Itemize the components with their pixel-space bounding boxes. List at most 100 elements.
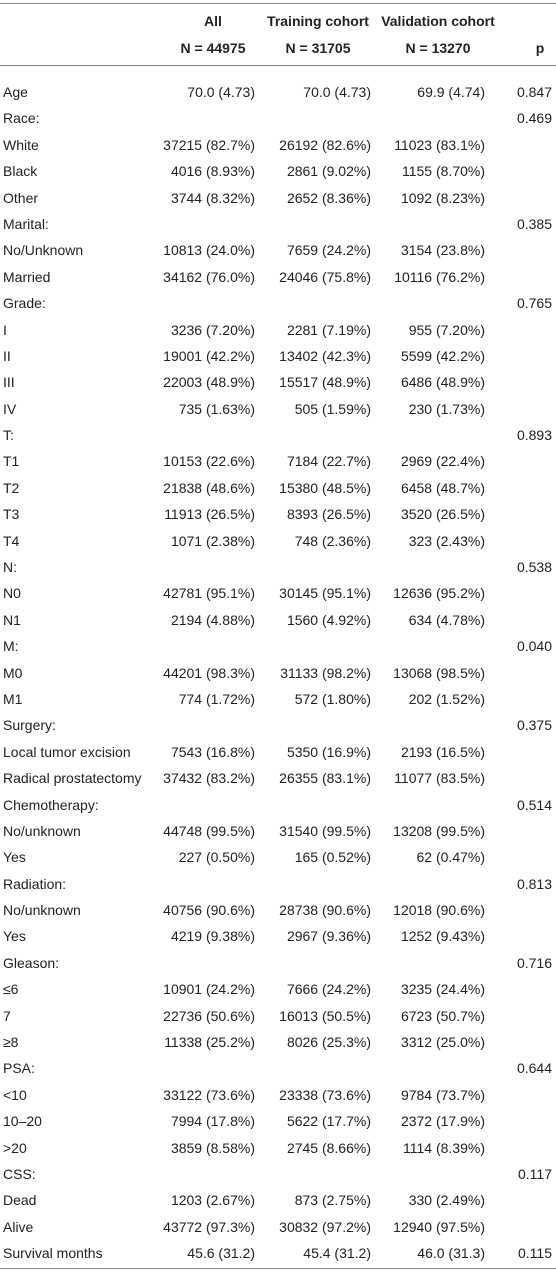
cell-training: 45.4 (31.2) (303, 1245, 371, 1262)
row-label: Chemotherapy: (3, 796, 99, 813)
cell-validation: 3520 (26.5%) (400, 506, 485, 523)
p-value: 0.040 (516, 638, 552, 655)
p-value: 0.847 (516, 84, 552, 100)
row-label: Age (3, 84, 28, 100)
cell-training: 28738 (90.6%) (279, 902, 371, 919)
row-label: M0 (3, 664, 23, 681)
p-value: 0.375 (516, 717, 552, 734)
p-value: 0.117 (518, 1165, 552, 1182)
p-value: 0.469 (516, 110, 552, 127)
cell-training: 7659 (24.2%) (286, 242, 371, 259)
cell-all: 7543 (16.8%) (170, 743, 255, 760)
row-label: PSA: (3, 1060, 35, 1077)
cell-training: 15517 (48.9%) (279, 374, 371, 391)
row-label: Radiation: (3, 875, 67, 892)
cell-all: 227 (0.50%) (178, 849, 255, 866)
row-label: Other (3, 189, 39, 206)
row-label: II (3, 347, 11, 364)
cell-training: 165 (0.52%) (294, 849, 371, 866)
cell-validation: 3312 (25.0%) (400, 1034, 485, 1051)
cell-training: 5622 (17.7%) (286, 1113, 371, 1130)
p-header: p (535, 40, 545, 56)
cell-all: 11913 (26.5%) (164, 506, 255, 523)
cell-all: 42781 (95.1%) (163, 585, 255, 602)
row-label: Yes (3, 849, 26, 866)
cell-all: 44201 (98.3%) (163, 664, 255, 681)
row-label: No/Unknown (3, 242, 84, 259)
cell-all: 19001 (42.2%) (163, 347, 255, 364)
p-value: 0.813 (516, 875, 552, 892)
cell-validation: 6723 (50.7%) (400, 1007, 485, 1024)
cell-validation: 11023 (83.1%) (394, 136, 485, 153)
row-label: III (3, 374, 15, 391)
cell-all: 34162 (76.0%) (163, 268, 255, 285)
cell-all: 40756 (90.6%) (163, 902, 255, 919)
row-label: IV (3, 400, 17, 417)
cell-training: 2861 (9.02%) (286, 163, 371, 180)
cell-validation: 62 (0.47%) (416, 849, 485, 866)
cell-validation: 3235 (24.4%) (400, 981, 485, 998)
row-label: Alive (3, 1218, 34, 1235)
cell-validation: 323 (2.43%) (408, 532, 485, 549)
cell-validation: 9784 (73.7%) (400, 1086, 485, 1103)
cell-training: 23338 (73.6%) (279, 1086, 371, 1103)
cell-validation: 1114 (8.39%) (403, 1139, 485, 1156)
cell-validation: 12940 (97.5%) (393, 1218, 485, 1235)
row-label: Marital: (3, 215, 49, 232)
row-label: Surgery: (3, 717, 56, 734)
cell-all: 10153 (22.6%) (163, 453, 255, 470)
cell-all: 33122 (73.6%) (163, 1086, 255, 1103)
row-label: 7 (3, 1007, 11, 1024)
cell-all: 1071 (2.38%) (170, 532, 255, 549)
row-label: M1 (3, 690, 23, 707)
row-label: Dead (3, 1192, 37, 1209)
row-label: N: (3, 559, 17, 576)
row-label: T: (3, 427, 14, 444)
cell-training: 7666 (24.2%) (286, 981, 371, 998)
bottom-rule (0, 1268, 556, 1269)
p-value: 0.514 (516, 796, 552, 813)
cell-training: 2967 (9.36%) (286, 928, 371, 945)
cell-training: 31540 (99.5%) (279, 822, 371, 839)
top-rule (0, 3, 556, 4)
cell-all: 45.6 (31.2) (187, 1245, 255, 1262)
row-label: I (3, 321, 7, 338)
row-label: T3 (3, 506, 20, 523)
column-count: N = 13270 (405, 40, 471, 56)
cell-validation: 955 (7.20%) (408, 321, 485, 338)
cell-training: 1560 (4.92%) (286, 611, 371, 628)
row-label: Yes (3, 928, 26, 945)
cell-training: 8393 (26.5%) (286, 506, 371, 523)
cell-training: 70.0 (4.73) (303, 84, 371, 100)
cell-all: 70.0 (4.73) (187, 84, 255, 100)
p-value: 0.115 (518, 1245, 552, 1262)
row-label: N0 (3, 585, 21, 602)
cell-all: 3859 (8.58%) (170, 1139, 255, 1156)
cell-validation: 12018 (90.6%) (393, 902, 485, 919)
cell-all: 1203 (2.67%) (170, 1192, 255, 1209)
cell-validation: 230 (1.73%) (408, 400, 485, 417)
cell-training: 24046 (75.8%) (279, 268, 371, 285)
cell-training: 2745 (8.66%) (286, 1139, 371, 1156)
cell-training: 26355 (83.1%) (279, 770, 371, 787)
cell-all: 21838 (48.6%) (163, 479, 255, 496)
cell-training: 30145 (95.1%) (279, 585, 371, 602)
cell-training: 26192 (82.6%) (279, 136, 371, 153)
cell-all: 2194 (4.88%) (170, 611, 255, 628)
cell-training: 572 (1.80%) (294, 690, 371, 707)
cell-validation: 46.0 (31.3) (417, 1245, 485, 1262)
header-rule (0, 65, 556, 66)
row-label: No/unknown (3, 902, 81, 919)
row-label: Survival months (3, 1245, 103, 1262)
cell-validation: 2193 (16.5%) (400, 743, 485, 760)
p-value: 0.538 (516, 559, 552, 576)
cell-training: 2652 (8.36%) (286, 189, 371, 206)
row-label: T4 (3, 532, 20, 549)
row-label: T1 (3, 453, 20, 470)
cell-all: 3236 (7.20%) (170, 321, 255, 338)
cell-training: 7184 (22.7%) (286, 453, 371, 470)
cell-training: 2281 (7.19%) (286, 321, 371, 338)
column-group: All (204, 13, 222, 29)
row-label: Radical prostatectomy (3, 770, 142, 787)
